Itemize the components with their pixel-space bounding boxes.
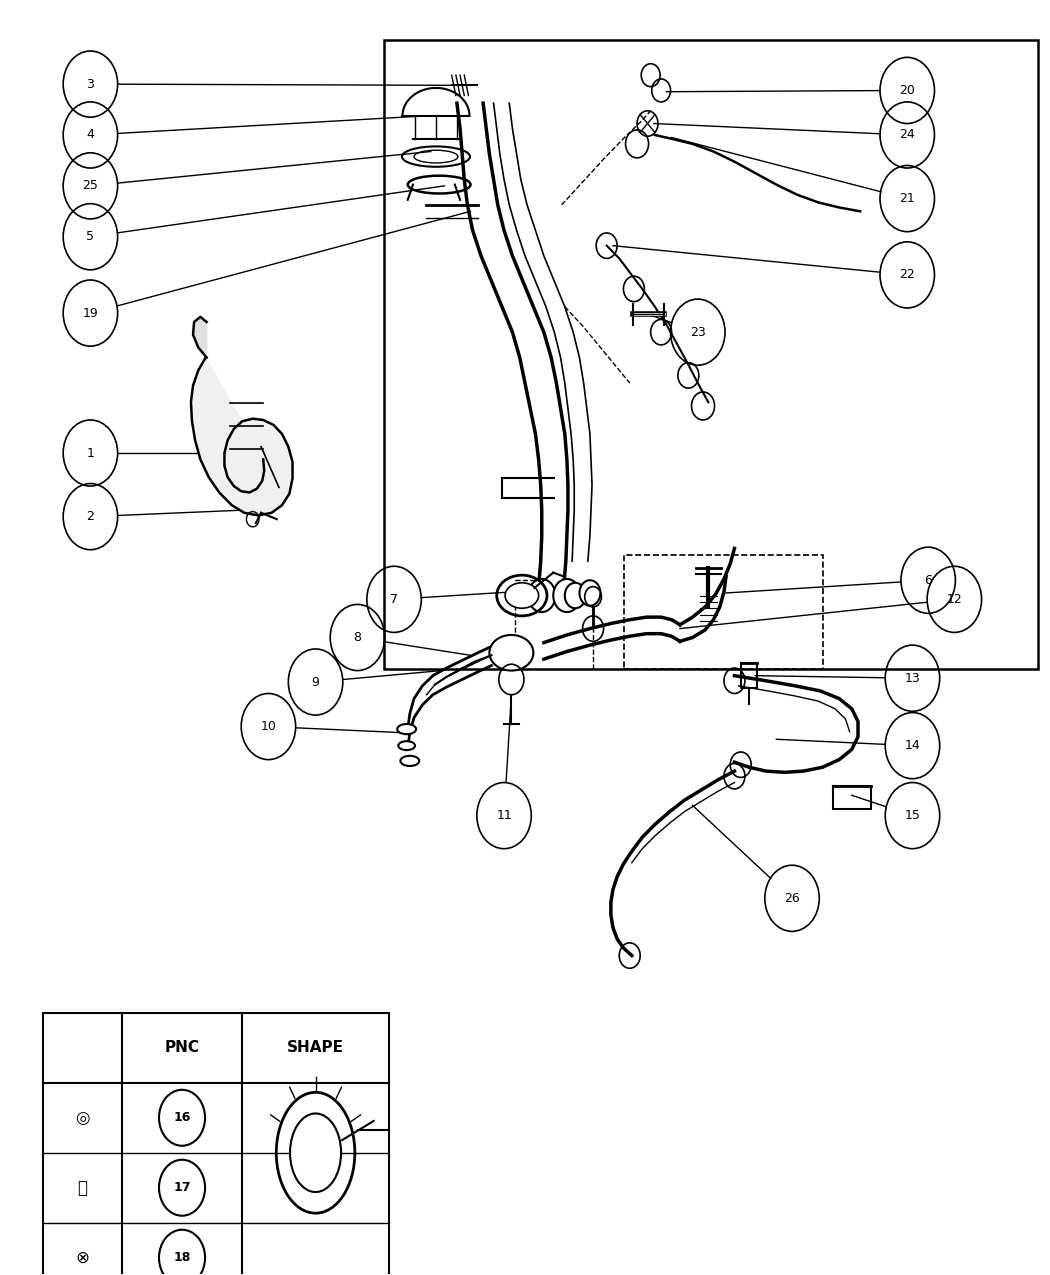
- Polygon shape: [193, 317, 207, 357]
- Text: 11: 11: [497, 810, 512, 822]
- Text: ⊗: ⊗: [76, 1248, 89, 1266]
- Text: 7: 7: [391, 593, 398, 606]
- Text: 14: 14: [905, 740, 921, 752]
- Circle shape: [565, 583, 586, 608]
- Text: PNC: PNC: [165, 1040, 200, 1056]
- Text: 12: 12: [946, 593, 962, 606]
- Text: 2: 2: [86, 510, 94, 523]
- Ellipse shape: [400, 756, 419, 766]
- Circle shape: [553, 579, 581, 612]
- Text: 19: 19: [83, 306, 99, 320]
- Text: 22: 22: [900, 269, 916, 282]
- Text: 1: 1: [86, 446, 94, 459]
- Polygon shape: [191, 357, 293, 515]
- Text: 3: 3: [86, 78, 94, 91]
- Text: 26: 26: [784, 891, 800, 905]
- Ellipse shape: [290, 1113, 341, 1192]
- Text: 4: 4: [86, 129, 94, 142]
- Text: 18: 18: [173, 1251, 191, 1265]
- Circle shape: [580, 580, 601, 606]
- Text: 17: 17: [173, 1181, 191, 1195]
- Circle shape: [528, 579, 555, 612]
- Text: ⓑ: ⓑ: [78, 1178, 87, 1197]
- Text: 21: 21: [900, 193, 916, 205]
- Text: 8: 8: [354, 631, 361, 644]
- Text: 23: 23: [690, 325, 706, 339]
- Ellipse shape: [398, 741, 415, 750]
- Text: 24: 24: [900, 129, 916, 142]
- Text: 25: 25: [83, 180, 99, 193]
- Text: 13: 13: [905, 672, 921, 685]
- Text: 16: 16: [173, 1112, 191, 1125]
- Ellipse shape: [397, 724, 416, 734]
- Text: 6: 6: [924, 574, 932, 586]
- Bar: [43, 1012, 388, 1275]
- Text: 15: 15: [904, 810, 921, 822]
- Text: 10: 10: [260, 720, 276, 733]
- Text: 20: 20: [899, 84, 916, 97]
- Text: 9: 9: [312, 676, 319, 688]
- Text: 5: 5: [86, 231, 94, 244]
- Ellipse shape: [489, 635, 533, 671]
- Ellipse shape: [505, 583, 539, 608]
- Bar: [383, 40, 1038, 669]
- Text: SHAPE: SHAPE: [287, 1040, 344, 1056]
- Text: ◎: ◎: [76, 1109, 90, 1127]
- Bar: [625, 555, 823, 669]
